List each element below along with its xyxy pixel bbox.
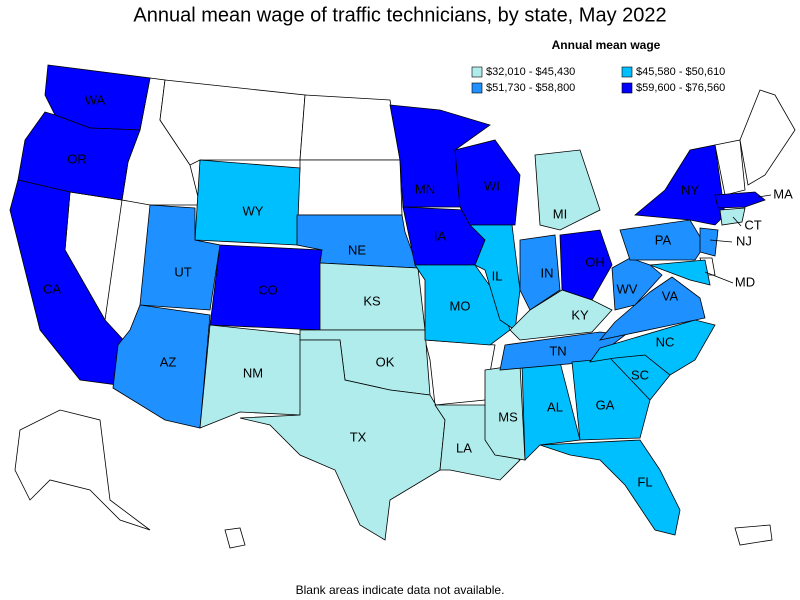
state-label: WA xyxy=(85,92,106,107)
leader-line xyxy=(704,271,734,284)
state xyxy=(112,304,211,429)
state-label: AZ xyxy=(160,354,177,369)
state-blank xyxy=(424,339,496,406)
state xyxy=(454,139,521,226)
state-blank xyxy=(224,527,246,549)
state-label: CO xyxy=(258,282,278,297)
state-label: IN xyxy=(541,265,554,280)
state-label: OR xyxy=(67,151,87,166)
legend: $32,010 - $45,430 $45,580 - $50,610 $51,73… xyxy=(471,66,725,94)
state-label: KY xyxy=(571,307,589,322)
leader-line xyxy=(732,216,742,227)
leader-line xyxy=(757,194,772,198)
state-label: CA xyxy=(43,281,61,296)
state-blank xyxy=(714,139,746,196)
state-blank xyxy=(739,89,796,186)
state xyxy=(598,276,706,341)
state-label: OK xyxy=(376,354,395,369)
state-blank xyxy=(734,524,773,546)
state-label: IL xyxy=(492,268,503,283)
state xyxy=(534,149,601,231)
state-label: MN xyxy=(415,181,435,196)
state xyxy=(714,191,766,209)
state-label: MA xyxy=(773,186,793,201)
state-label: AL xyxy=(547,399,563,414)
state xyxy=(539,439,681,536)
state-label: MO xyxy=(450,298,471,313)
legend-label: $59,600 - $76,560 xyxy=(636,82,725,94)
state-blank xyxy=(299,94,401,161)
state xyxy=(519,234,561,311)
state-label: LA xyxy=(456,440,472,455)
state xyxy=(699,227,719,257)
state-label: UT xyxy=(174,264,191,279)
legend-title: Annual mean wage xyxy=(552,38,661,52)
state-label: TN xyxy=(549,343,566,358)
state-label: NY xyxy=(681,182,699,197)
legend-label: $51,730 - $58,800 xyxy=(486,82,575,94)
state-label: KS xyxy=(363,293,381,308)
state xyxy=(719,207,746,226)
legend-swatch xyxy=(621,82,633,94)
legend-swatch xyxy=(621,66,633,78)
footnote: Blank areas indicate data not available. xyxy=(296,583,505,597)
state-label: NJ xyxy=(736,233,752,248)
state xyxy=(509,289,613,341)
state-label: WV xyxy=(617,281,638,296)
state xyxy=(17,111,141,201)
state xyxy=(199,324,306,429)
state-label: IA xyxy=(434,228,447,243)
state-label: GA xyxy=(596,397,615,412)
states: WA OR CA WY UT CO AZ NM NE KS OK TX MN IA WI MO LA MS AL IL… xyxy=(9,64,793,541)
state-label: TX xyxy=(350,429,367,444)
state-label: FL xyxy=(637,474,652,489)
legend-label: $45,580 - $50,610 xyxy=(636,66,725,78)
state xyxy=(414,264,511,346)
legend-swatch xyxy=(471,66,483,78)
state-label: VA xyxy=(662,288,679,303)
legend-label: $32,010 - $45,430 xyxy=(486,66,575,78)
state-label: NE xyxy=(348,242,366,257)
state xyxy=(619,219,706,261)
state-label: SC xyxy=(631,367,649,382)
state xyxy=(589,319,716,376)
state-label: NC xyxy=(656,334,675,349)
state-label: WY xyxy=(243,203,264,218)
blank-states xyxy=(14,77,796,549)
state-blank xyxy=(159,79,306,166)
state-label: MS xyxy=(498,409,518,424)
state-label: NM xyxy=(243,365,263,380)
state xyxy=(559,229,613,301)
state-label: OH xyxy=(585,254,605,269)
state-blank xyxy=(14,409,151,531)
state xyxy=(634,144,726,226)
state xyxy=(239,339,446,541)
state-label: MI xyxy=(553,206,567,221)
state-label: PA xyxy=(655,232,672,247)
state xyxy=(649,259,711,286)
state-label: CT xyxy=(744,217,761,232)
leader-line xyxy=(709,239,733,243)
legend-swatch xyxy=(471,82,483,94)
state xyxy=(469,224,521,331)
state-blank xyxy=(296,159,403,216)
state-label: MD xyxy=(735,274,755,289)
map-title: Annual mean wage of traffic technicians,… xyxy=(133,4,666,26)
state-label: WI xyxy=(484,178,500,193)
